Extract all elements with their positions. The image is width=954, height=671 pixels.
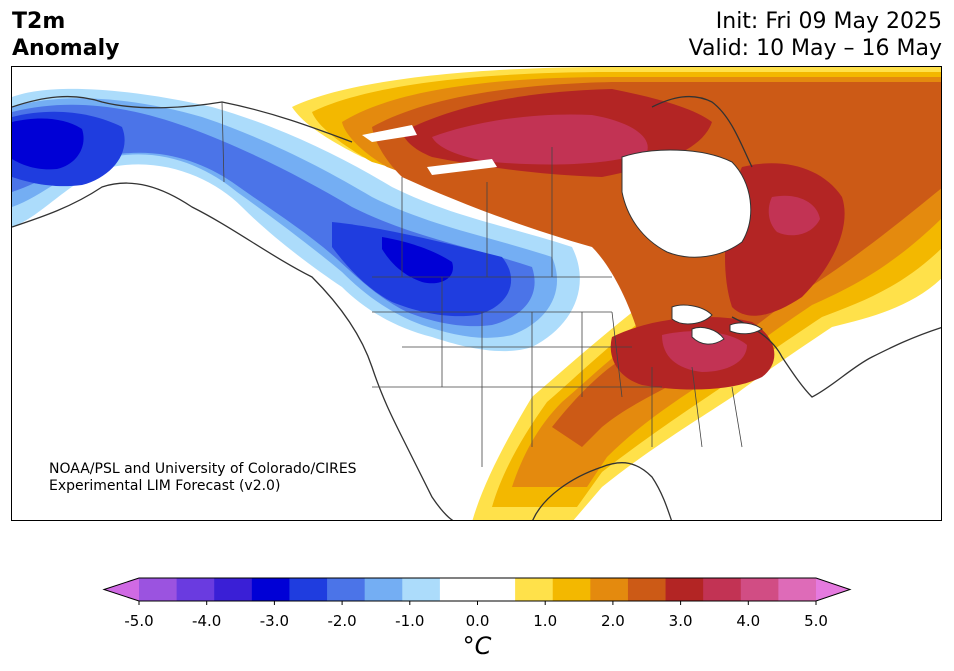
colorbar-bin bbox=[364, 578, 403, 601]
colorbar-bin bbox=[439, 578, 478, 601]
init-date: Init: Fri 09 May 2025 bbox=[715, 9, 942, 34]
colorbar-bin bbox=[665, 578, 704, 601]
colorbar-tick-label: -3.0 bbox=[259, 612, 290, 630]
colorbar-tick-label: 2.0 bbox=[600, 612, 625, 630]
credit-line-2: Experimental LIM Forecast (v2.0) bbox=[49, 478, 281, 494]
colorbar-bin bbox=[214, 578, 253, 601]
credit-line-1: NOAA/PSL and University of Colorado/CIRE… bbox=[49, 461, 357, 477]
credit-text: NOAA/PSL and University of Colorado/CIRE… bbox=[49, 461, 357, 495]
colorbar-bin bbox=[176, 578, 215, 601]
colorbar-bin bbox=[327, 578, 366, 601]
political-boundaries bbox=[221, 101, 743, 467]
valid-range: Valid: 10 May – 16 May bbox=[688, 36, 942, 61]
colorbar-tick-label: -1.0 bbox=[395, 612, 425, 630]
colorbar-bin bbox=[778, 578, 817, 601]
colorbar-bin bbox=[590, 578, 629, 601]
cold-alaska-max bbox=[12, 118, 84, 170]
colorbar-tick-label: -2.0 bbox=[327, 612, 357, 630]
colorbar-bin bbox=[552, 578, 591, 601]
colorbar-tick-label: -4.0 bbox=[192, 612, 222, 630]
warm-quebec-pink bbox=[768, 195, 820, 236]
warm-quebec-red bbox=[725, 163, 845, 316]
colorbar-tick-label: 4.0 bbox=[736, 612, 761, 630]
colorbar-bin bbox=[402, 578, 441, 601]
map-canvas bbox=[12, 67, 941, 520]
colorbar-tick-label: 0.0 bbox=[465, 612, 490, 630]
unit-label: °C bbox=[462, 632, 492, 660]
colorbar-tick-label: -5.0 bbox=[124, 612, 154, 630]
colorbar-bin bbox=[515, 578, 554, 601]
colorbar-tick-label: 1.0 bbox=[533, 612, 558, 630]
map-title: T2m Anomaly bbox=[12, 8, 119, 62]
colorbar: -5.0 -4.0 -3.0 -2.0 -1.0 0.0 1.0 2.0 3.0 4.0 5.0 °… bbox=[0, 570, 954, 670]
great-lakes bbox=[671, 304, 763, 345]
colorbar-tick-label: 3.0 bbox=[668, 612, 693, 630]
arctic-water-1 bbox=[362, 125, 417, 142]
colorbar-under-arrow bbox=[104, 578, 139, 601]
warm-greatlakes-pink bbox=[662, 331, 747, 372]
cold-contour-4 bbox=[382, 237, 453, 284]
colorbar-bin bbox=[627, 578, 667, 601]
colorbar-bin bbox=[251, 578, 290, 601]
colorbar-bin bbox=[139, 578, 178, 601]
forecast-dates: Init: Fri 09 May 2025 Valid: 10 May – 16… bbox=[689, 8, 942, 62]
anomaly-map bbox=[11, 66, 942, 521]
title-line-2: Anomaly bbox=[12, 36, 120, 61]
colorbar-over-arrow bbox=[816, 578, 850, 601]
warm-arctic-pink bbox=[432, 114, 648, 165]
arctic-water-2 bbox=[427, 159, 497, 175]
colorbar-graphic bbox=[102, 577, 852, 605]
title-line-1: T2m bbox=[12, 9, 66, 34]
colorbar-bin bbox=[740, 578, 779, 601]
colorbar-bin bbox=[477, 578, 516, 601]
colorbar-tick-label: 5.0 bbox=[804, 612, 828, 630]
colorbar-bin bbox=[289, 578, 328, 601]
coastline bbox=[12, 95, 941, 520]
colorbar-bin bbox=[703, 578, 742, 601]
hudson-bay bbox=[621, 149, 752, 258]
